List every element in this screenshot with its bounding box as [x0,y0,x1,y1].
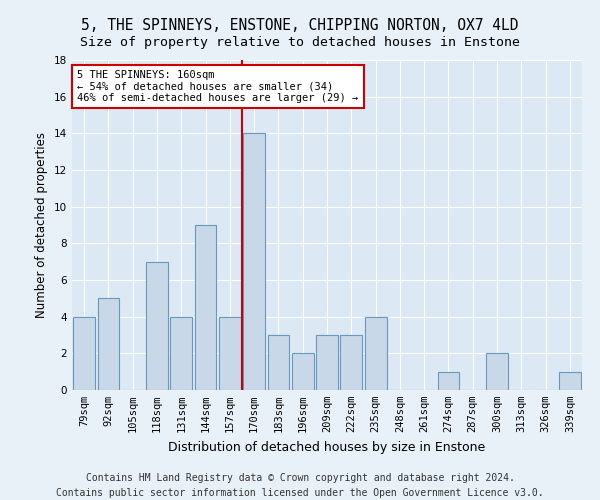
Text: Contains HM Land Registry data © Crown copyright and database right 2024.
Contai: Contains HM Land Registry data © Crown c… [56,472,544,498]
Bar [559,372,581,390]
Bar [73,316,95,390]
Bar [365,316,386,390]
Bar [170,316,192,390]
Bar [194,225,217,390]
X-axis label: Distribution of detached houses by size in Enstone: Distribution of detached houses by size … [169,440,485,454]
Text: 5 THE SPINNEYS: 160sqm
← 54% of detached houses are smaller (34)
46% of semi-det: 5 THE SPINNEYS: 160sqm ← 54% of detached… [77,70,358,103]
Bar [340,335,362,390]
Bar [292,354,314,390]
Bar [97,298,119,390]
Y-axis label: Number of detached properties: Number of detached properties [35,132,49,318]
Bar [243,134,265,390]
Bar [316,335,338,390]
Bar [146,262,168,390]
Bar [268,335,289,390]
Bar [437,372,460,390]
Bar [486,354,508,390]
Text: 5, THE SPINNEYS, ENSTONE, CHIPPING NORTON, OX7 4LD: 5, THE SPINNEYS, ENSTONE, CHIPPING NORTO… [81,18,519,32]
Bar [219,316,241,390]
Text: Size of property relative to detached houses in Enstone: Size of property relative to detached ho… [80,36,520,49]
